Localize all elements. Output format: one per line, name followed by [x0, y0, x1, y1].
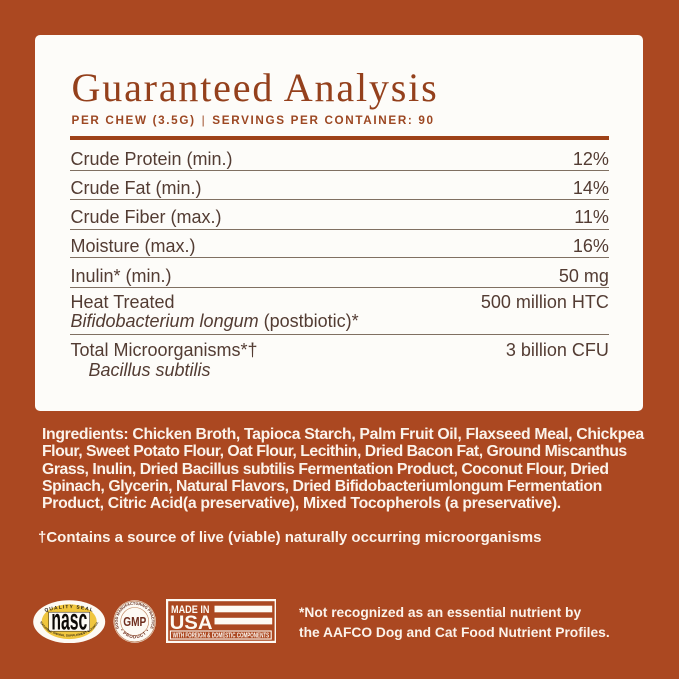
svg-text:QUALITY SEAL: QUALITY SEAL	[44, 604, 95, 614]
svg-text:USA: USA	[169, 612, 212, 634]
svg-text:WITH FOREIGN & DOMESTIC COMPON: WITH FOREIGN & DOMESTIC COMPONENTS	[172, 630, 269, 639]
svg-text:MADE IN: MADE IN	[170, 604, 209, 616]
svg-text:GMP: GMP	[123, 615, 146, 629]
svg-text:nasc: nasc	[51, 603, 87, 636]
